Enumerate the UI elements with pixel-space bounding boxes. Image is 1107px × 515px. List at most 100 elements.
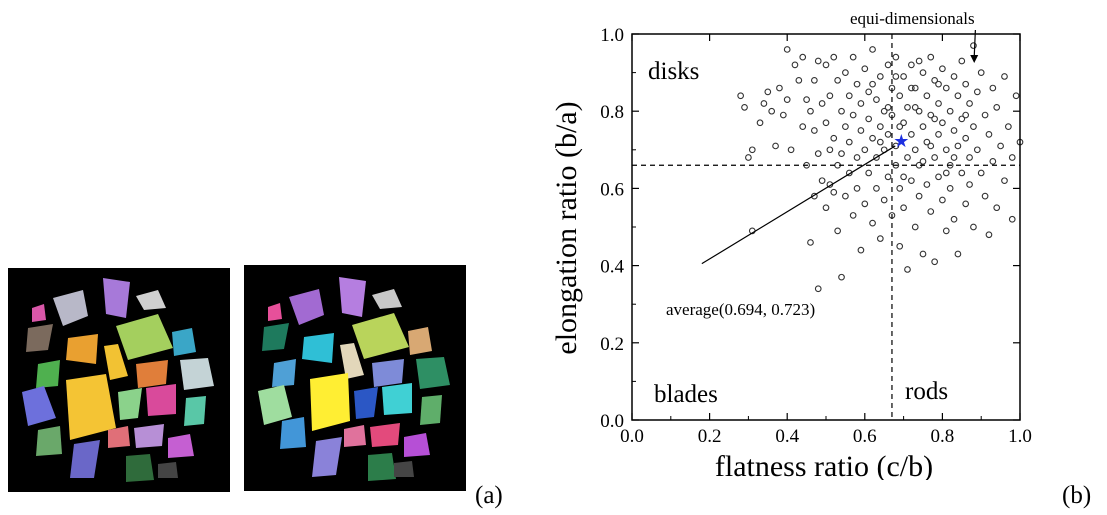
scatter-point	[1001, 177, 1008, 185]
scatter-point	[811, 127, 818, 134]
scatter-point	[842, 69, 849, 76]
scatter-point	[834, 76, 841, 84]
scatter-point	[896, 92, 904, 100]
scatter-point	[892, 73, 900, 80]
scatter-point	[811, 76, 818, 84]
scatter-point	[935, 131, 942, 138]
scatter-point	[997, 142, 1004, 150]
scatter-point	[915, 57, 923, 65]
scatter-point	[958, 57, 966, 65]
scatter-point	[993, 103, 1001, 111]
scatter-point	[760, 100, 768, 107]
scatter-point	[935, 173, 942, 181]
scatter-point	[985, 231, 993, 239]
scatter-point	[966, 181, 973, 188]
average-marker: ★	[893, 131, 909, 152]
scatter-point	[908, 84, 915, 92]
scatter-point	[931, 76, 938, 84]
scatter-point	[845, 138, 853, 146]
y-tick-label: 1.0	[600, 25, 624, 46]
scatter-point	[814, 150, 822, 158]
scatter-point	[908, 131, 915, 138]
y-tick-label: 0.6	[600, 179, 624, 200]
scatter-point	[818, 100, 826, 107]
scatter-point	[981, 111, 989, 119]
scatter-point	[892, 142, 900, 150]
scatter-point	[783, 96, 791, 103]
scatter-point	[814, 57, 822, 65]
scatter-point	[842, 123, 849, 130]
scatter-point	[869, 46, 876, 53]
scatter-point	[900, 119, 907, 127]
x-tick-label: 1.0	[1008, 426, 1032, 447]
scatter-point	[954, 250, 962, 258]
scatter-point	[1008, 215, 1016, 223]
scatter-point	[791, 61, 799, 69]
scatter-point	[954, 92, 962, 100]
y-tick-label: 0.0	[600, 411, 624, 432]
scatter-point	[842, 192, 849, 200]
y-tick-label: 0.4	[600, 257, 624, 278]
scatter-point	[741, 103, 748, 111]
scatter-point	[989, 158, 997, 165]
scatter-point	[908, 61, 915, 69]
scatter-point	[911, 103, 919, 111]
scatter-point	[807, 239, 814, 246]
scatter-point	[1008, 154, 1016, 161]
scatter-point	[807, 107, 814, 115]
scatter-point	[931, 115, 938, 123]
scatter-point	[950, 127, 958, 134]
scatter-point	[942, 146, 950, 154]
scatter-point	[973, 88, 981, 96]
y-axis-label: elongation ratio (b/a)	[550, 101, 583, 354]
scatter-point	[935, 100, 942, 107]
scatter-point	[896, 242, 904, 250]
scatter-point	[756, 119, 764, 127]
scatter-point	[822, 61, 830, 69]
scatter-point	[853, 185, 861, 192]
scatter-point	[745, 154, 752, 161]
scatter-point	[799, 123, 807, 130]
scatter-point	[880, 107, 888, 115]
scatter-point	[876, 123, 884, 130]
scatter-point	[822, 119, 830, 127]
scatter-point	[939, 119, 946, 127]
equi-dimensionals-arrowhead	[970, 54, 979, 63]
scatter-point	[865, 169, 873, 177]
y-tick-label: 0.8	[600, 102, 624, 123]
scatter-point	[962, 111, 970, 119]
scatter-point	[927, 208, 935, 215]
x-tick-label: 0.4	[775, 426, 799, 447]
scatter-point	[783, 46, 791, 53]
scatter-point	[884, 61, 892, 69]
scatter-point	[942, 169, 950, 177]
scatter-point	[838, 273, 845, 281]
scatter-point	[857, 100, 865, 107]
scatter-point	[958, 115, 966, 123]
region-label-disks: disks	[648, 58, 699, 85]
scatter-point	[927, 142, 935, 150]
scatter-point	[900, 73, 907, 80]
scatter-point	[977, 69, 985, 76]
scatter-point	[958, 169, 966, 177]
scatter-point	[873, 154, 880, 161]
scatter-point	[962, 134, 970, 142]
scatter-point	[915, 107, 923, 115]
scatter-point	[911, 223, 919, 231]
scatter-point	[985, 131, 993, 138]
scatter-point	[950, 215, 958, 223]
scatter-point	[803, 96, 810, 103]
average-pointer-line	[701, 145, 896, 265]
scatter-point	[873, 96, 880, 103]
region-label-equi-dimensionals: equi-dimensionals	[850, 9, 975, 28]
scatter-point	[795, 76, 803, 84]
scatter-point	[939, 65, 946, 73]
scatter-point	[942, 84, 950, 92]
scatter-point	[830, 53, 838, 61]
scatter-point	[970, 223, 977, 231]
scatter-point	[904, 266, 911, 273]
scatter-point	[768, 107, 776, 115]
scatter-point	[908, 177, 915, 185]
scatter-point	[857, 127, 865, 134]
scatter-point	[946, 107, 954, 115]
